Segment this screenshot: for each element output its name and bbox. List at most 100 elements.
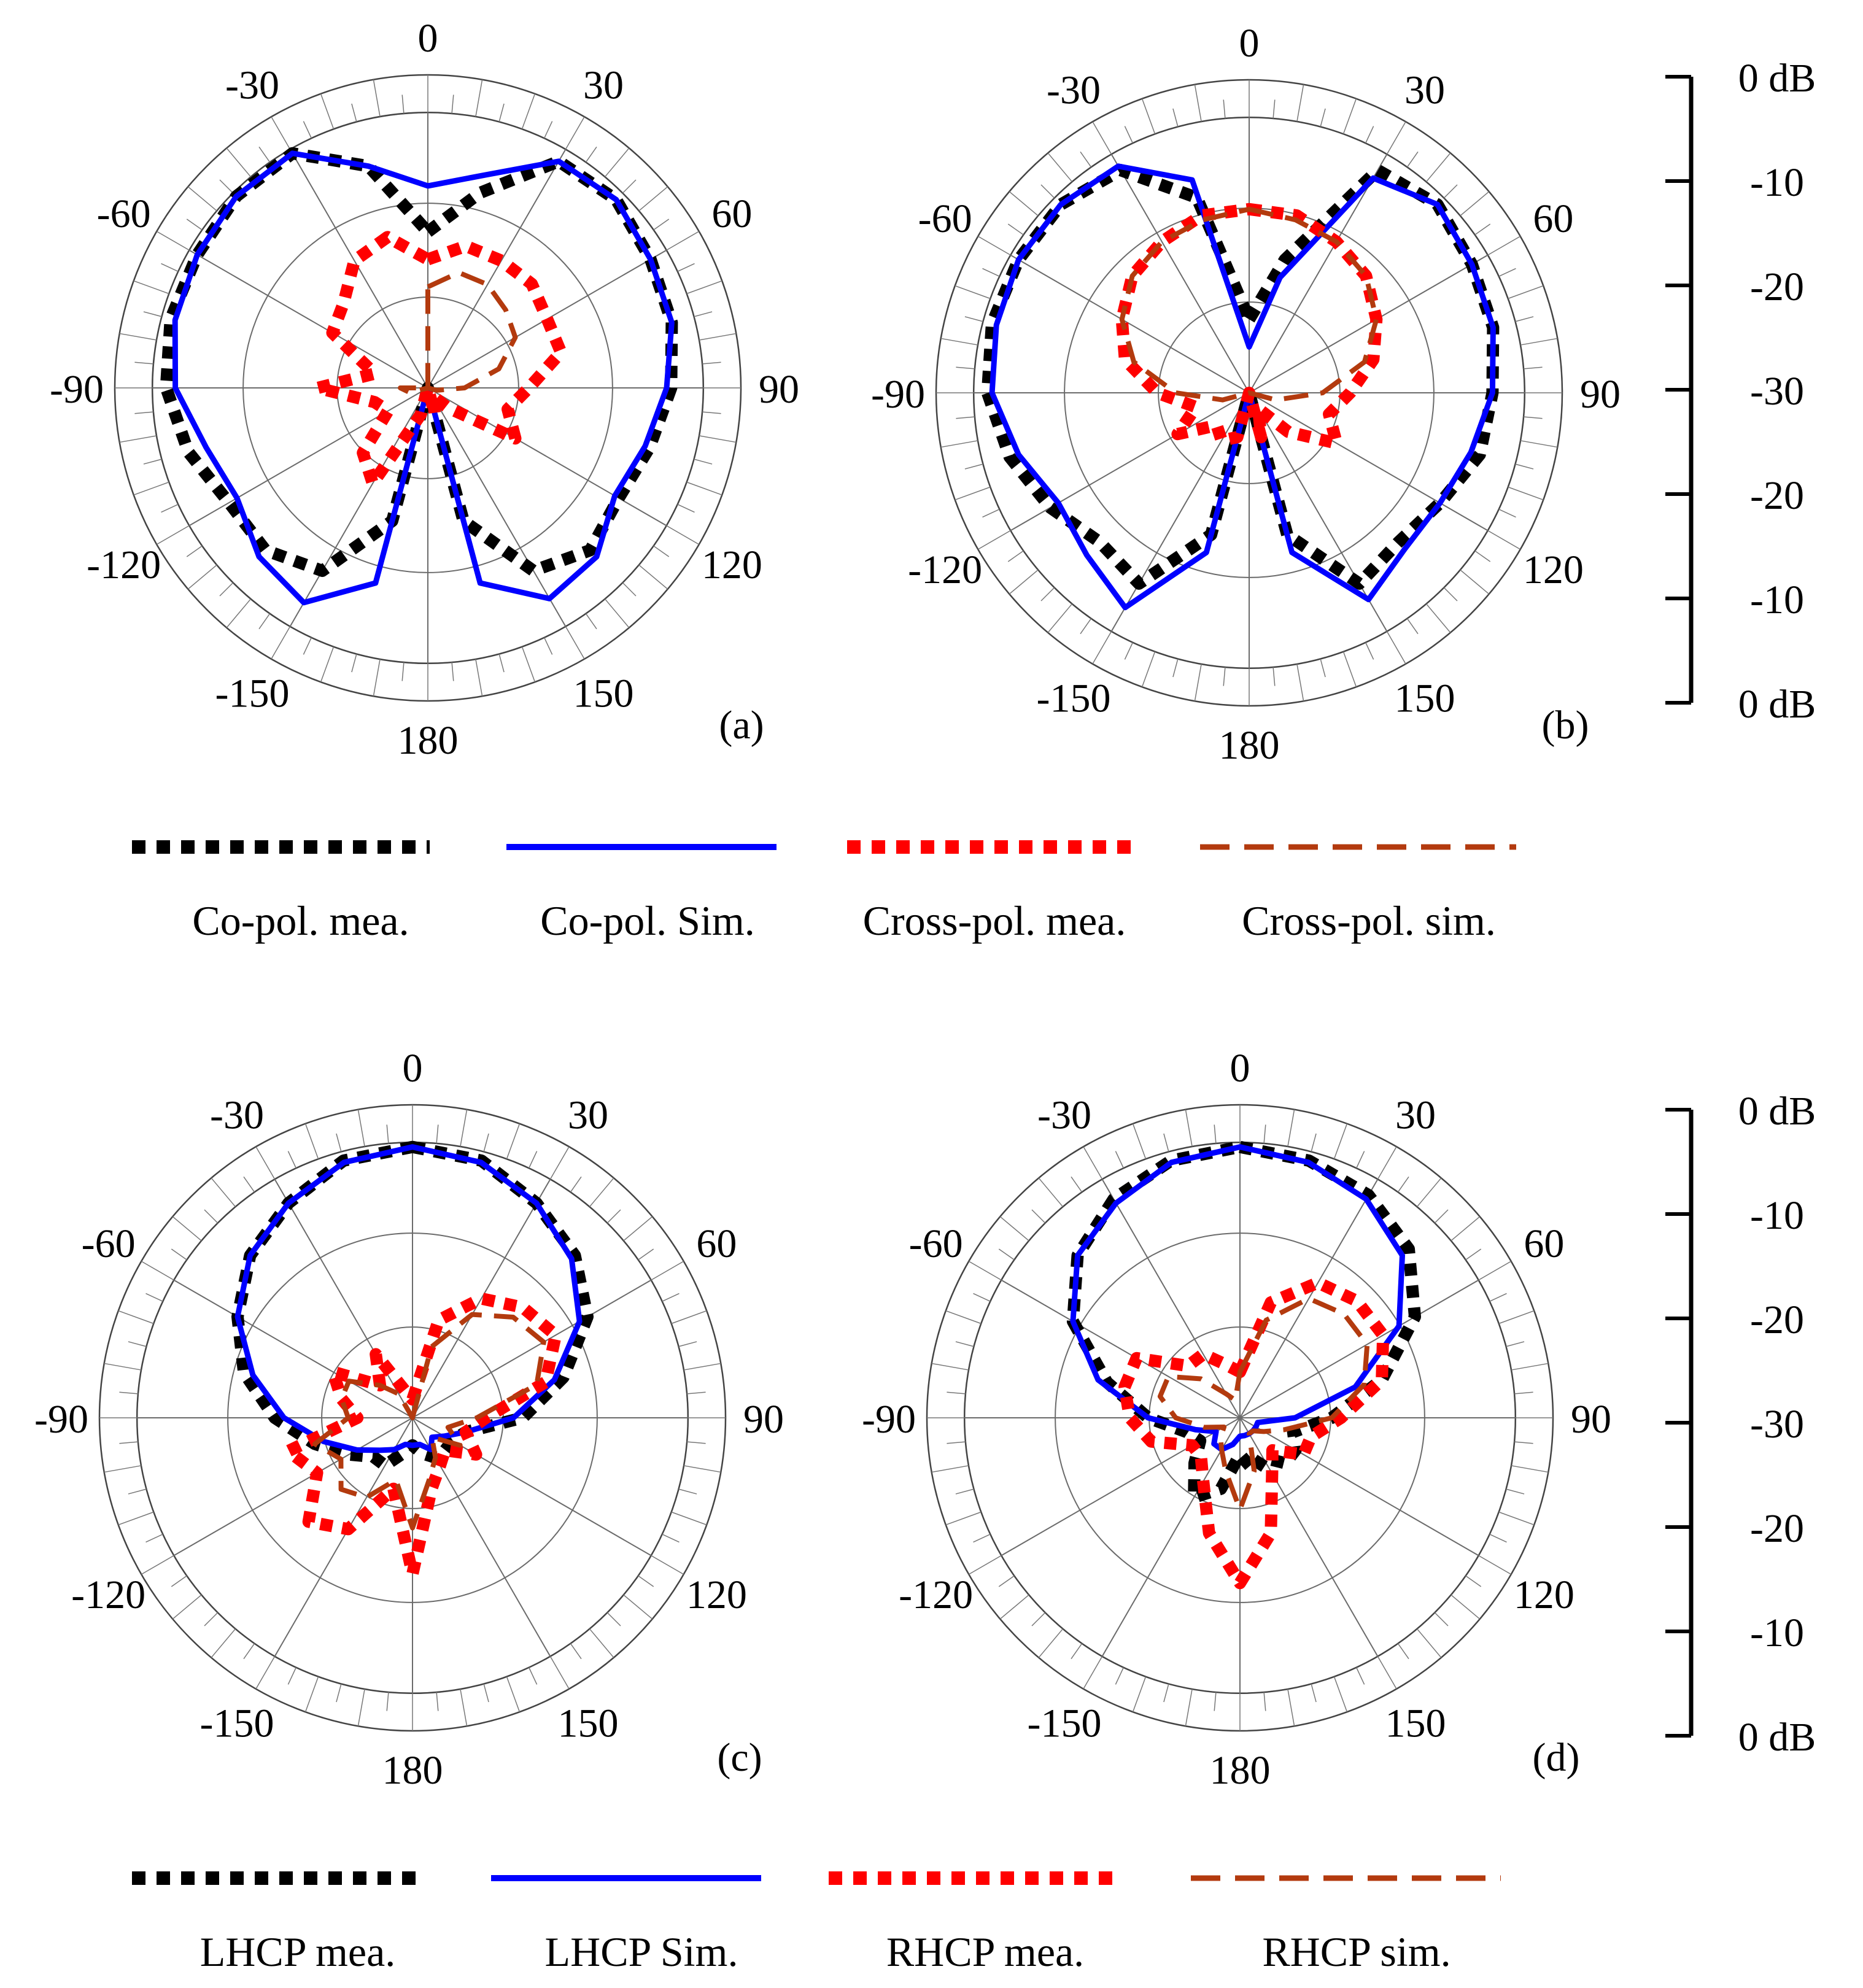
degree-tick — [968, 1555, 1002, 1575]
degree-tick — [662, 1533, 680, 1543]
degree-tick — [187, 186, 217, 212]
degree-tick — [1296, 663, 1304, 702]
degree-tick — [683, 1465, 721, 1473]
degree-tick — [460, 1688, 468, 1727]
spoke-150 — [427, 387, 567, 627]
degree-tick — [955, 285, 991, 300]
degree-tick — [521, 93, 536, 130]
degree-tick — [1498, 508, 1516, 518]
degree-tick — [1365, 126, 1374, 144]
legend-label-lhcp-sim: LHCP Sim. — [545, 1928, 738, 1975]
degree-tick — [1515, 316, 1534, 322]
degree-tick — [1083, 1656, 1103, 1690]
degree-tick — [1031, 1612, 1046, 1626]
degree-tick — [947, 1441, 966, 1444]
degree-tick — [436, 1692, 439, 1711]
angle-label-neg30: -30 — [1047, 68, 1101, 113]
degree-tick — [1498, 268, 1516, 277]
spoke-210 — [289, 387, 428, 627]
degree-tick — [1194, 663, 1202, 702]
angle-label-neg60: -60 — [909, 1221, 963, 1266]
degree-tick — [1163, 1133, 1169, 1152]
degree-tick — [1425, 603, 1451, 633]
degree-tick — [211, 1628, 236, 1658]
scale-label: 0 dB — [1738, 56, 1816, 101]
degree-tick — [1038, 1628, 1064, 1658]
degree-tick — [956, 366, 975, 369]
degree-tick — [973, 1533, 991, 1543]
degree-tick — [1071, 1176, 1083, 1193]
degree-tick — [226, 147, 252, 177]
degree-tick — [931, 1363, 969, 1371]
degree-tick — [1508, 285, 1544, 300]
spoke-300 — [188, 249, 428, 389]
degree-tick — [1263, 1692, 1266, 1711]
degree-tick — [320, 646, 335, 683]
degree-tick — [1520, 338, 1558, 346]
degree-tick — [1434, 1209, 1449, 1224]
angle-labels: 0 30 60 90 120 150 180 -150 -120 -90 -60 -30 — [871, 21, 1621, 768]
degree-tick — [638, 186, 668, 212]
degree-tick — [964, 463, 983, 470]
degree-tick — [357, 1109, 365, 1147]
angle-label-30: 30 — [568, 1093, 608, 1138]
degree-tick — [119, 435, 157, 443]
angle-label-90: 90 — [743, 1397, 784, 1442]
degree-tick — [1115, 1151, 1125, 1169]
degree-tick — [1406, 618, 1419, 635]
series-rhcp-mea — [1118, 1276, 1390, 1590]
degree-tick — [255, 1656, 276, 1690]
degree-tick — [686, 280, 722, 295]
degree-tick — [1460, 191, 1490, 217]
angle-label-neg120: -120 — [899, 1572, 973, 1617]
degree-tick — [1355, 1667, 1365, 1685]
degree-tick — [1434, 1612, 1449, 1626]
degree-tick — [119, 1441, 138, 1444]
degree-tick — [606, 1209, 621, 1224]
degree-tick — [320, 93, 335, 130]
degree-tick — [1406, 151, 1419, 168]
spoke-120 — [1239, 1417, 1479, 1557]
degree-tick — [204, 1612, 219, 1626]
degree-tick — [141, 1261, 174, 1281]
degree-tick — [1071, 1643, 1083, 1660]
degree-tick — [565, 116, 585, 150]
degree-tick — [653, 219, 670, 231]
degree-tick — [119, 1391, 138, 1394]
degree-tick — [1524, 416, 1543, 419]
degree-tick — [623, 1594, 653, 1620]
angle-label-neg90: -90 — [871, 372, 925, 417]
degree-tick — [118, 1511, 154, 1526]
series-cross-pol-mea — [311, 231, 567, 490]
spoke-60 — [1239, 1279, 1479, 1418]
degree-tick — [543, 637, 553, 655]
degree-tick — [287, 1667, 297, 1685]
angle-label-neg90: -90 — [50, 367, 104, 412]
angle-label-neg90: -90 — [862, 1397, 916, 1442]
degree-tick — [1386, 631, 1406, 665]
angle-label-120: 120 — [1523, 547, 1584, 592]
degree-tick — [973, 1293, 991, 1302]
degree-tick — [187, 564, 217, 590]
degree-tick — [211, 1177, 236, 1207]
degree-tick — [1506, 1341, 1525, 1347]
degree-tick — [104, 1363, 142, 1371]
degree-tick — [999, 1594, 1029, 1620]
angle-label-0: 0 — [418, 16, 438, 61]
spoke-330 — [1101, 1178, 1241, 1418]
angle-label-60: 60 — [1524, 1221, 1564, 1266]
degree-tick — [1272, 667, 1276, 686]
legend-label-cross-pol-sim: Cross-pol. sim. — [1242, 897, 1496, 944]
degree-tick — [955, 1341, 974, 1347]
degree-tick — [1333, 1123, 1348, 1159]
degree-tick — [687, 1441, 706, 1444]
spoke-150 — [1249, 392, 1388, 632]
degree-tick — [1474, 223, 1491, 236]
degree-tick — [623, 1216, 653, 1242]
degree-tick — [1465, 1575, 1482, 1587]
angle-label-150: 150 — [1385, 1701, 1446, 1746]
degree-tick — [1478, 1555, 1512, 1575]
degree-tick — [604, 147, 630, 177]
degree-tick — [156, 231, 190, 251]
angle-label-neg150: -150 — [200, 1701, 274, 1746]
